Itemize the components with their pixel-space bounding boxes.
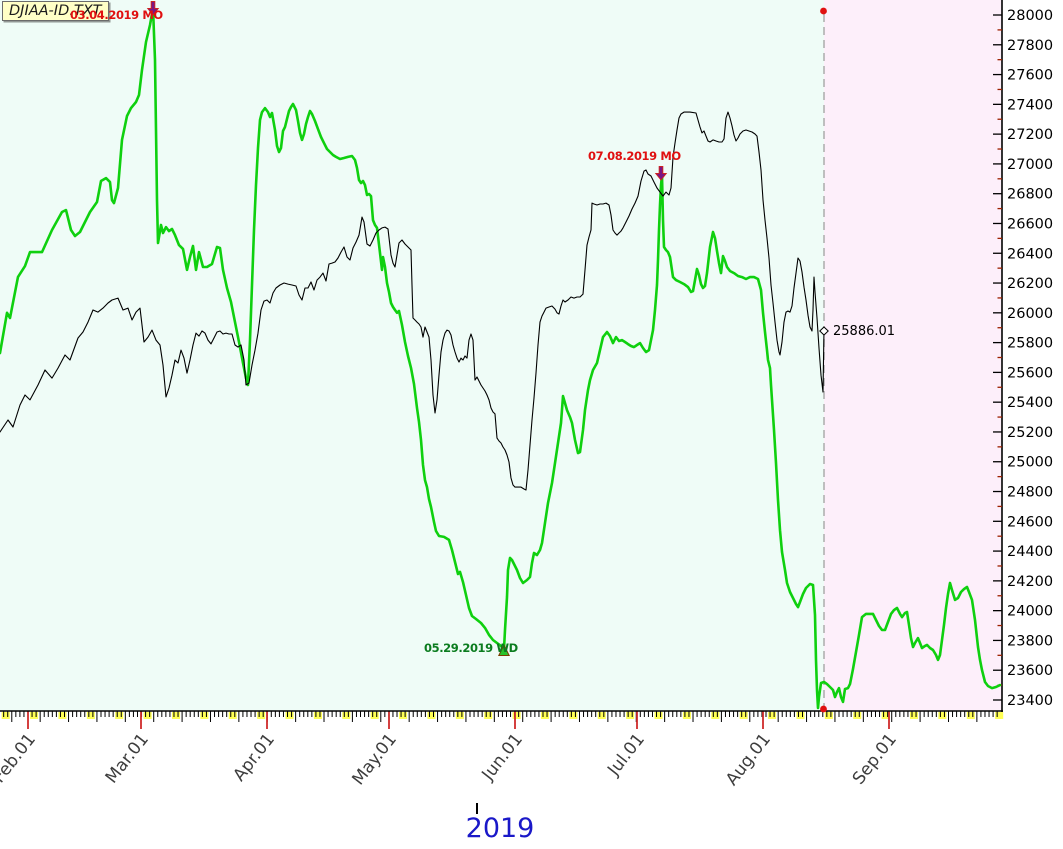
weekend-highlight [455,712,464,719]
weekend-highlight [739,712,748,719]
weekend-highlight [512,712,521,719]
price-series-line [0,111,825,491]
plot-background-past[interactable] [0,0,824,711]
x-axis-month-label: Sep.01 [849,730,901,789]
y-axis-label: 28000 [1007,8,1053,24]
y-axis-label: 23600 [1007,663,1053,679]
today-marker-dot-bottom [820,705,827,713]
weekend-highlight [569,712,578,719]
weekend-highlight [626,712,635,719]
today-marker-dot-top [820,7,827,15]
weekend-highlight [86,712,95,719]
x-axis-month-label: Apr.01 [229,730,279,786]
y-axis-label: 26800 [1007,187,1053,203]
x-axis-month-label: Feb.01 [0,730,40,787]
weekend-highlight [58,712,67,719]
weekend-highlight [1,712,10,719]
y-axis-label: 24400 [1007,544,1053,560]
y-axis-label: 24200 [1007,574,1053,590]
weekend-highlight [342,712,351,719]
y-axis-label: 27000 [1007,157,1053,173]
projection-series-line [0,6,1002,710]
weekend-highlight [399,712,408,719]
y-axis-label: 23800 [1007,633,1053,649]
y-axis-label: 25400 [1007,395,1053,411]
weekend-highlight [171,712,181,719]
weekend-highlight [853,712,862,719]
up-triangle-marker [497,643,511,656]
y-axis-label: 24600 [1007,514,1053,530]
weekend-highlight [796,712,805,719]
down-arrow-marker [146,1,160,16]
weekend-highlight [285,712,294,719]
year-axis-label: 2019 [465,813,535,844]
y-axis-label: 26600 [1007,216,1053,232]
weekend-highlight [995,712,1004,719]
y-axis-label: 27400 [1007,97,1053,113]
y-axis-label: 25200 [1007,425,1053,441]
weekend-highlight [143,712,152,719]
weekend-highlight [484,712,493,719]
weekend-highlight [768,712,777,719]
weekend-highlight [228,712,237,719]
weekend-highlight [654,712,663,719]
y-axis-label: 26200 [1007,276,1053,292]
y-axis-label: 27600 [1007,68,1053,84]
y-axis-label: 25600 [1007,365,1053,381]
y-axis-label: 26400 [1007,246,1053,262]
weekend-highlight [909,712,919,719]
weekend-highlight [938,712,947,719]
weekend-highlight [540,712,550,719]
weekend-highlight [597,712,606,719]
y-axis-label: 23400 [1007,693,1053,709]
y-axis-label: 27200 [1007,127,1053,143]
plot-background-future[interactable] [824,0,1002,711]
weekend-highlight [824,712,833,719]
weekend-highlight [711,712,720,719]
weekend-highlight [370,712,379,719]
y-axis-label: 24000 [1007,604,1053,620]
down-arrow-marker [654,166,668,181]
weekend-highlight [427,712,436,719]
weekend-highlight [881,712,890,719]
weekend-highlight [966,712,975,719]
x-axis-month-label: Mar.01 [102,730,153,788]
x-axis-month-label: Jun.01 [478,730,527,785]
weekend-highlight [313,712,322,719]
y-axis-label: 25800 [1007,336,1053,352]
x-axis-month-label: May.01 [348,730,401,789]
data-file-label[interactable]: DJIAA-ID.TXT [2,1,109,21]
diamond-marker [819,326,829,336]
y-axis-label: 25000 [1007,455,1053,471]
x-axis-month-label: Jul.01 [603,730,649,781]
weekend-highlight [257,712,266,719]
x-axis-month-label: Aug.01 [722,730,775,790]
weekend-highlight [115,712,124,719]
y-axis-label: 27800 [1007,38,1053,54]
y-axis-label: 24800 [1007,485,1053,501]
weekend-highlight [682,712,691,719]
weekend-highlight [30,712,39,719]
y-axis-label: 26000 [1007,306,1053,322]
weekend-highlight [200,712,209,719]
